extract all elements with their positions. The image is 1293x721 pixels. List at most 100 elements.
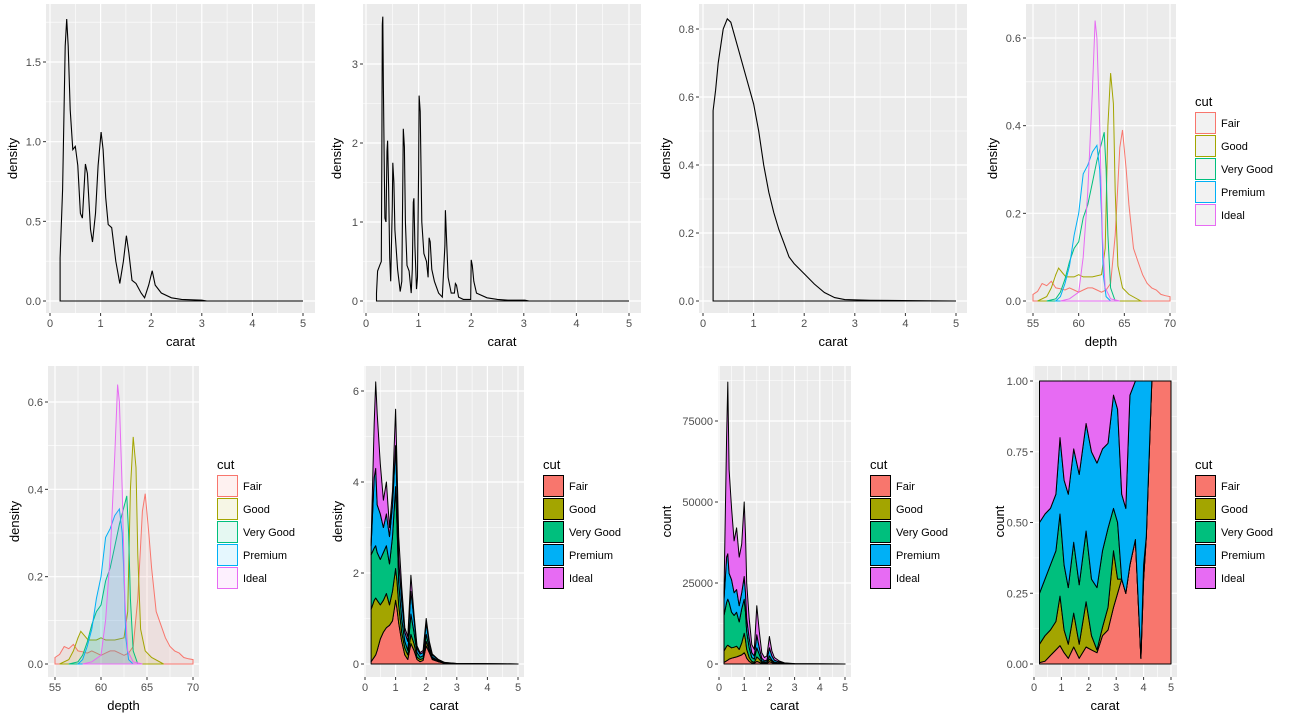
legend-label: Premium <box>1221 550 1265 562</box>
legend-key-premium <box>1195 544 1216 566</box>
stacked-area-ideal <box>723 381 846 665</box>
legend: cut Fair Good Very Good Premium Ideal <box>1195 94 1273 226</box>
legend-label: Fair <box>896 481 915 493</box>
x-tick-label: 2 <box>468 318 474 330</box>
panel-background <box>46 4 315 313</box>
x-tick-label: 4 <box>1141 682 1147 694</box>
x-tick-label: 5 <box>953 318 959 330</box>
y-axis-title: count <box>992 505 1007 537</box>
y-tick-label: 0 <box>352 296 358 308</box>
x-tick-label: 5 <box>626 318 632 330</box>
density-curve-good <box>59 436 164 665</box>
x-tick-label: 5 <box>300 318 306 330</box>
x-tick-label: 1 <box>1058 682 1064 694</box>
y-tick-label: 2 <box>352 138 358 150</box>
y-tick-label: 0.5 <box>26 216 41 228</box>
x-tick-label: 4 <box>484 682 490 694</box>
x-tick-label: 1 <box>741 682 747 694</box>
x-tick-label: 1 <box>416 318 422 330</box>
x-tick-label: 55 <box>49 682 61 694</box>
legend-label: Good <box>896 504 923 516</box>
x-tick-label: 0 <box>47 318 53 330</box>
y-tick-label: 0.25 <box>1007 588 1028 600</box>
legend-label: Very Good <box>896 527 948 539</box>
chart-panel-3: 0 1 2 3 4 5 0.0 0.2 0.4 0.6 0.8 carat density <box>658 4 967 349</box>
y-axis-title: density <box>658 137 673 179</box>
x-axis-title: carat <box>819 334 848 349</box>
x-axis-title: depth <box>107 698 140 713</box>
legend-title: cut <box>1195 94 1213 109</box>
legend-label: Premium <box>243 550 287 562</box>
chart-panel-8: 0 1 2 3 4 5 0.00 0.25 0.50 0.75 1.00 carat count cut F… <box>992 366 1273 713</box>
y-tick-label: 0.6 <box>679 92 694 104</box>
y-tick-label: 25000 <box>682 578 713 590</box>
x-tick-label: 1 <box>98 318 104 330</box>
legend-label: Good <box>1221 504 1248 516</box>
x-tick-label: 70 <box>1164 318 1176 330</box>
legend-key-very-good <box>1195 158 1216 180</box>
x-tick-label: 70 <box>187 682 199 694</box>
y-axis-title: density <box>985 137 1000 179</box>
x-tick-label: 3 <box>521 318 527 330</box>
legend-key-ideal <box>1195 204 1216 226</box>
legend-key-very-good <box>870 521 891 543</box>
y-tick-label: 0.2 <box>679 228 694 240</box>
x-tick-label: 0 <box>362 682 368 694</box>
y-tick-label: 0.4 <box>679 160 694 172</box>
x-tick-label: 2 <box>1086 682 1092 694</box>
x-tick-label: 3 <box>792 682 798 694</box>
legend-label: Ideal <box>896 573 920 585</box>
x-tick-label: 4 <box>573 318 579 330</box>
y-tick-label: 0.50 <box>1007 518 1028 530</box>
legend-label: Very Good <box>569 527 621 539</box>
legend-key-ideal <box>870 567 891 589</box>
legend-key-premium <box>543 544 564 566</box>
chart-panel-7: 0 1 2 3 4 5 0 25000 50000 75000 carat count cut Fair G… <box>659 366 948 713</box>
legend-key-good <box>1195 498 1216 520</box>
x-tick-label: 0 <box>1031 682 1037 694</box>
chart-panel-4: 55 60 65 70 0.0 0.2 0.4 0.6 depth density cut Fair G… <box>985 4 1273 349</box>
legend-key-good <box>1195 135 1216 157</box>
x-tick-label: 4 <box>249 318 255 330</box>
y-tick-label: 0.2 <box>1006 208 1021 220</box>
legend-key-very-good <box>217 521 238 543</box>
legend: cut Fair Good Very Good Premium Ideal <box>1195 457 1273 589</box>
legend-key-very-good <box>1195 521 1216 543</box>
y-axis-title: density <box>5 137 20 179</box>
panel-background <box>699 4 967 313</box>
y-tick-label: 0.6 <box>1006 33 1021 45</box>
y-tick-label: 50000 <box>682 497 713 509</box>
legend-label: Ideal <box>1221 210 1245 222</box>
x-tick-label: 3 <box>1113 682 1119 694</box>
legend-label: Very Good <box>1221 527 1273 539</box>
legend-key-fair <box>543 475 564 497</box>
x-tick-label: 65 <box>1118 318 1130 330</box>
stacked-area-ideal <box>1039 380 1172 523</box>
legend-key-ideal <box>543 567 564 589</box>
legend-key-very-good <box>543 521 564 543</box>
x-tick-label: 60 <box>95 682 107 694</box>
legend-label: Ideal <box>569 573 593 585</box>
legend-label: Good <box>243 504 270 516</box>
density-curve <box>375 16 629 302</box>
y-tick-label: 1 <box>352 217 358 229</box>
x-axis-title: carat <box>1091 698 1120 713</box>
x-tick-label: 5 <box>842 682 848 694</box>
y-tick-label: 4 <box>353 477 359 489</box>
x-tick-label: 65 <box>141 682 153 694</box>
y-tick-label: 0.4 <box>28 484 43 496</box>
y-tick-label: 0.00 <box>1007 659 1028 671</box>
legend-label: Fair <box>1221 118 1240 130</box>
x-tick-label: 0 <box>363 318 369 330</box>
y-tick-label: 0.0 <box>679 296 694 308</box>
y-tick-label: 0.0 <box>28 659 43 671</box>
density-curve-ideal <box>82 384 143 665</box>
y-tick-label: 0.75 <box>1007 447 1028 459</box>
legend-key-fair <box>217 475 238 497</box>
density-curve <box>712 17 957 302</box>
density-curve-very-good <box>68 495 139 665</box>
legend-title: cut <box>543 457 561 472</box>
x-tick-label: 3 <box>852 318 858 330</box>
legend-title: cut <box>217 457 235 472</box>
legend-label: Fair <box>1221 481 1240 493</box>
